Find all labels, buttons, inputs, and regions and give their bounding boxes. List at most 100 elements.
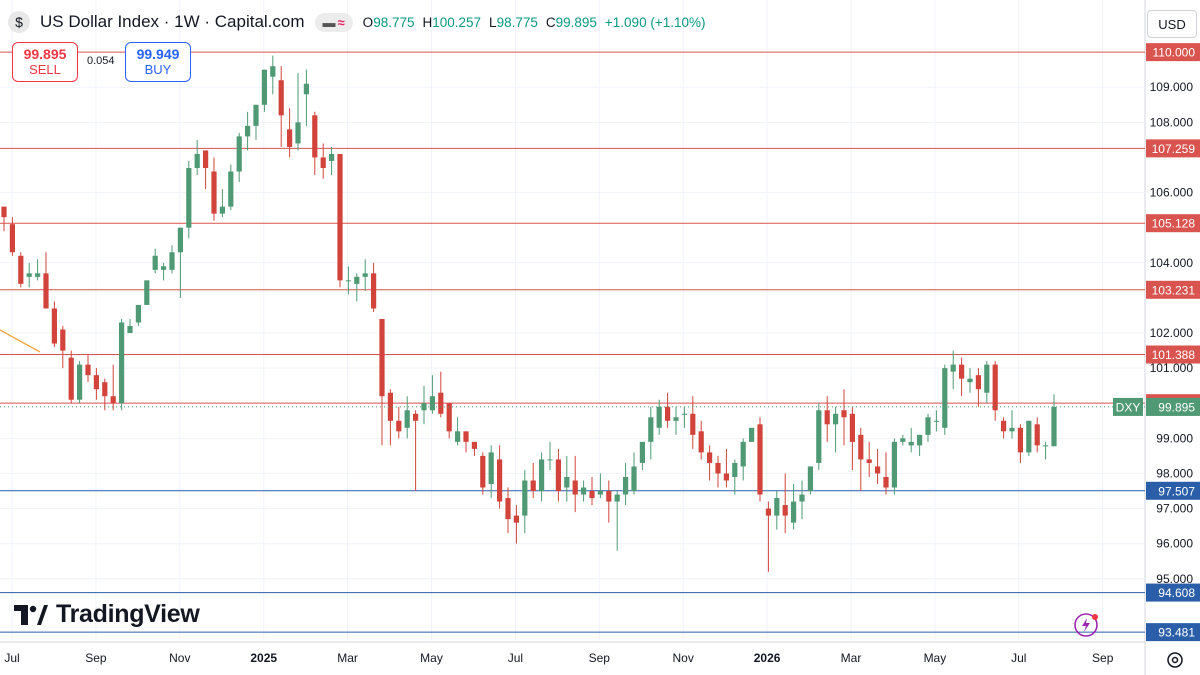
symbol-title[interactable]: US Dollar Index · 1W · Capital.com bbox=[40, 12, 305, 31]
minus-icon[interactable]: ▬ bbox=[322, 14, 336, 30]
candle-body bbox=[26, 273, 32, 277]
candle-body bbox=[673, 417, 679, 421]
candle-body bbox=[119, 322, 125, 404]
candle-body bbox=[606, 491, 612, 502]
x-tick-label: Jul bbox=[1011, 651, 1026, 665]
x-tick-label: Nov bbox=[673, 651, 694, 665]
x-tick-label: Mar bbox=[337, 651, 358, 665]
candle-body bbox=[404, 410, 410, 428]
candle-body bbox=[9, 224, 15, 253]
settings-icon[interactable] bbox=[1165, 650, 1185, 670]
candle-body bbox=[413, 413, 419, 421]
candle-body bbox=[203, 150, 209, 168]
chart-header: $ US Dollar Index · 1W · Capital.com ▬ ≈… bbox=[8, 8, 705, 36]
candle-body bbox=[765, 508, 771, 516]
candle-body bbox=[253, 104, 259, 126]
candle-body bbox=[287, 129, 293, 147]
candle-body bbox=[135, 304, 141, 323]
candle-body bbox=[975, 375, 981, 390]
candle-body bbox=[1, 206, 7, 218]
candle-body bbox=[1026, 420, 1032, 453]
x-tick-label: 2026 bbox=[754, 651, 781, 665]
candle-body bbox=[530, 480, 536, 492]
candle-body bbox=[1043, 445, 1049, 447]
candle-body bbox=[648, 417, 654, 442]
low-value: 98.775 bbox=[496, 14, 538, 30]
tradingview-logo: TradingView bbox=[14, 600, 200, 629]
candle-body bbox=[891, 441, 897, 488]
y-tick-label: 101.000 bbox=[1150, 361, 1194, 375]
candle-body bbox=[354, 276, 360, 284]
buy-price: 99.949 bbox=[136, 46, 180, 62]
candle-body bbox=[614, 494, 620, 502]
candle-body bbox=[992, 364, 998, 411]
candle-body bbox=[68, 357, 74, 400]
candle-body bbox=[732, 462, 738, 477]
candle-body bbox=[60, 329, 66, 351]
candle-body bbox=[690, 413, 696, 435]
x-tick-label: Sep bbox=[1092, 651, 1114, 665]
candle-body bbox=[1009, 427, 1015, 432]
candle-body bbox=[1051, 406, 1057, 447]
y-tick-label: 106.000 bbox=[1150, 186, 1194, 200]
candle-body bbox=[1034, 424, 1040, 446]
candle-body bbox=[362, 273, 368, 277]
candle-body bbox=[43, 273, 49, 309]
indicator-toggle[interactable]: ▬ ≈ bbox=[314, 12, 353, 32]
candle-body bbox=[581, 487, 587, 495]
candle-body bbox=[883, 476, 889, 488]
candle-body bbox=[446, 403, 452, 432]
y-tick-label: 98.000 bbox=[1156, 466, 1193, 480]
symbol-tag bbox=[1113, 397, 1143, 416]
level-tag bbox=[1146, 345, 1200, 364]
level-tag bbox=[1146, 43, 1200, 62]
candle-body bbox=[312, 115, 318, 158]
candle-body bbox=[51, 308, 57, 344]
candle-body bbox=[345, 280, 351, 282]
candle-body bbox=[984, 364, 990, 393]
candle-body bbox=[707, 452, 713, 463]
candle-body bbox=[177, 227, 183, 253]
candle-body bbox=[18, 255, 24, 284]
sell-button[interactable]: 99.895 SELL bbox=[12, 42, 78, 82]
candle-body bbox=[933, 420, 939, 422]
candle-body bbox=[245, 125, 251, 137]
candle-body bbox=[631, 466, 637, 492]
candle-body bbox=[807, 466, 813, 492]
x-tick-label: May bbox=[924, 651, 947, 665]
candle-body bbox=[228, 171, 234, 207]
low-label: L bbox=[489, 14, 497, 30]
level-tag bbox=[1146, 623, 1200, 642]
lightning-icon[interactable] bbox=[1073, 612, 1099, 638]
currency-select[interactable]: USD bbox=[1147, 10, 1197, 38]
candle-body bbox=[816, 410, 822, 463]
candle-body bbox=[329, 153, 335, 161]
candle-body bbox=[93, 375, 99, 390]
candle-body bbox=[774, 498, 780, 516]
x-tick-label: 2025 bbox=[250, 651, 277, 665]
candle-body bbox=[438, 392, 444, 414]
level-label: 101.388 bbox=[1152, 348, 1196, 362]
dollar-sign-icon[interactable]: $ bbox=[8, 11, 30, 33]
candle-body bbox=[161, 266, 167, 270]
level-label: 107.259 bbox=[1152, 142, 1196, 156]
candle-body bbox=[320, 157, 326, 168]
y-tick-label: 102.000 bbox=[1150, 326, 1194, 340]
candle-body bbox=[169, 252, 175, 270]
candle-body bbox=[967, 378, 973, 383]
candle-body bbox=[791, 501, 797, 523]
wave-icon[interactable]: ≈ bbox=[337, 14, 345, 30]
level-label: 93.481 bbox=[1158, 626, 1195, 640]
candle-body bbox=[715, 462, 721, 474]
buy-button[interactable]: 99.949 BUY bbox=[125, 42, 191, 82]
candle-body bbox=[488, 452, 494, 484]
x-tick-label: May bbox=[420, 651, 443, 665]
candle-body bbox=[480, 455, 486, 488]
x-tick-label: Nov bbox=[169, 651, 190, 665]
candle-body bbox=[589, 491, 595, 499]
level-tag bbox=[1146, 481, 1200, 500]
candle-body bbox=[371, 273, 377, 309]
x-tick-label: Sep bbox=[589, 651, 611, 665]
candle-body bbox=[749, 427, 755, 442]
